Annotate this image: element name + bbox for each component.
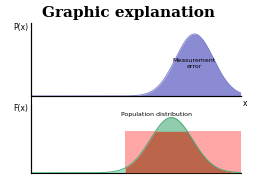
Text: Measurement
error: Measurement error [173,58,216,69]
Bar [125,131,245,173]
Text: Population distribution: Population distribution [121,112,192,117]
Text: F(x): F(x) [14,104,29,113]
Text: x: x [243,99,247,108]
Text: P(x): P(x) [14,23,29,32]
Text: Graphic explanation: Graphic explanation [41,6,215,20]
